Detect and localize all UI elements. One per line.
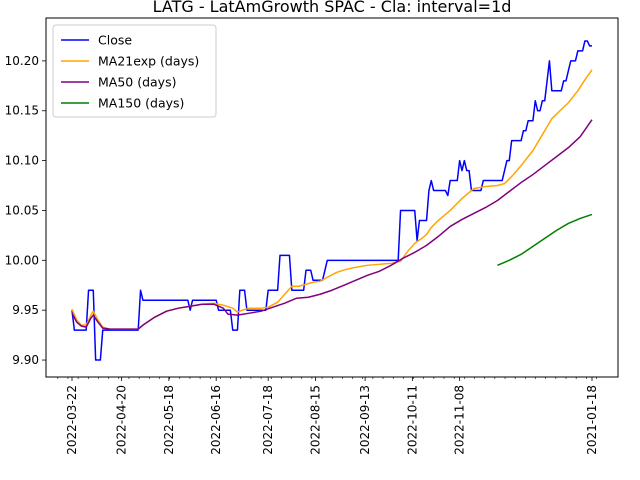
y-tick-label: 10.20 — [5, 54, 39, 68]
y-axis: 9.90 9.95 10.00 10.05 10.10 10.15 10.20 — [5, 54, 46, 367]
x-tick-label: 2022-05-18 — [162, 385, 176, 455]
x-tick-label: 2022-04-20 — [115, 385, 129, 455]
y-tick-label: 10.15 — [5, 104, 39, 118]
legend-label: MA150 (days) — [98, 96, 184, 111]
x-tick-label: 2022-10-11 — [405, 385, 419, 455]
x-tick-label: 2021-01-18 — [585, 385, 599, 455]
legend: Close MA21exp (days) MA50 (days) MA150 (day… — [52, 24, 217, 118]
x-tick-label: 2022-03-22 — [65, 385, 79, 455]
y-tick-label: 10.10 — [5, 154, 39, 168]
legend-box — [52, 24, 217, 118]
x-tick-label: 2022-08-15 — [308, 385, 322, 455]
y-tick-label: 9.95 — [12, 303, 39, 317]
legend-label: Close — [98, 33, 132, 48]
x-tick-label: 2022-07-18 — [261, 385, 275, 455]
y-tick-label: 10.00 — [5, 253, 39, 267]
series-line-2 — [71, 119, 593, 330]
series-line-3 — [497, 213, 593, 267]
x-tick-label: 2022-09-13 — [358, 385, 372, 455]
legend-label: MA50 (days) — [98, 75, 176, 90]
x-tick-label: 2022-06-16 — [209, 385, 223, 455]
y-tick-label: 10.05 — [5, 203, 39, 217]
series-layer — [71, 40, 593, 361]
legend-label: MA21exp (days) — [98, 54, 199, 69]
x-tick-label: 2022-11-08 — [453, 385, 467, 455]
chart-title: LATG - LatAmGrowth SPAC - Cla: interval=… — [153, 0, 512, 16]
x-axis: 2022-03-22 2022-04-20 2022-05-18 2022-06-16… — [57, 377, 599, 455]
series-line-0 — [71, 40, 592, 361]
y-tick-label: 9.90 — [12, 353, 39, 367]
